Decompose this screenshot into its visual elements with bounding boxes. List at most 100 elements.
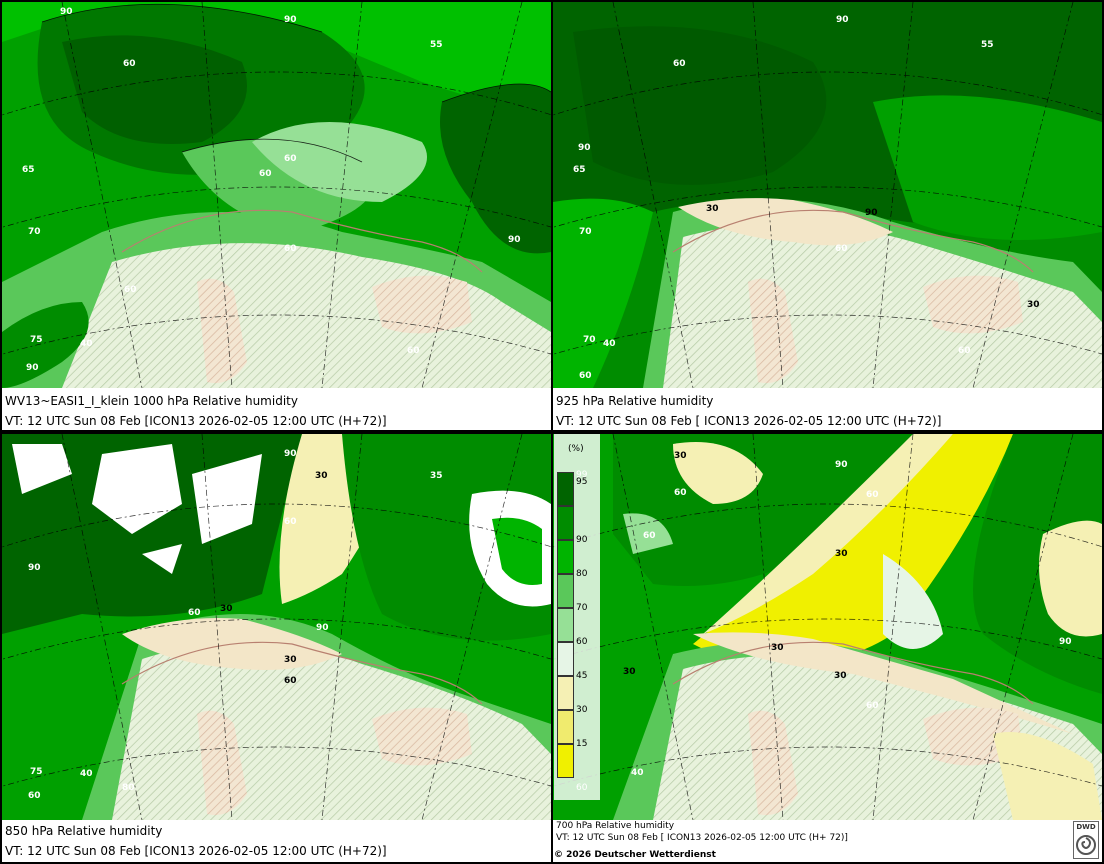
contour-label: 90 (578, 143, 591, 153)
contour-label: 75 (30, 335, 43, 345)
panel-850hpa: 90 30 35 90 60 60 30 90 30 60 75 40 80 6… (2, 434, 551, 862)
contour-label: 70 (28, 227, 41, 237)
contour-label: 60 (284, 517, 297, 527)
contour-label: 90 (508, 235, 521, 245)
contour-label: 55 (430, 40, 443, 50)
legend-tick-label: 45 (576, 671, 588, 681)
legend-tick-label: 70 (576, 603, 588, 613)
contour-label: 60 (643, 531, 656, 541)
caption-title: 700 hPa Relative humidity (556, 821, 675, 831)
humidity-legend: (%) 99 95 90 80 70 60 45 30 15 60 (554, 434, 600, 800)
contour-label: 90 (316, 623, 329, 633)
contour-label: 30 (623, 667, 636, 677)
contour-label: 30 (1027, 300, 1040, 310)
dwd-logo: DWD (1073, 821, 1099, 859)
caption-valid-time: VT: 12 UTC Sun 08 Feb [ ICON13 2026-02-0… (556, 833, 848, 843)
contour-label: 30 (771, 643, 784, 653)
legend-tick-label: 15 (576, 739, 588, 749)
contour-label: 90 (836, 15, 849, 25)
contour-label: 30 (834, 671, 847, 681)
legend-swatch (557, 506, 574, 540)
contour-label: 60 (674, 488, 687, 498)
legend-tick-label: 60 (576, 637, 588, 647)
contour-label: 60 (835, 244, 848, 254)
copyright-text: © 2026 Deutscher Wetterdienst (554, 850, 716, 860)
legend-bottom-label: 60 (576, 783, 588, 793)
legend-tick-label: 95 (576, 477, 588, 487)
contour-label: 30 (284, 655, 297, 665)
legend-tick-label: 90 (576, 535, 588, 545)
contour-label: 60 (673, 59, 686, 69)
map-1000hpa: 90 90 60 55 60 60 65 70 60 90 60 75 90 6… (2, 2, 551, 388)
legend-swatch (557, 744, 574, 778)
caption-valid-time: VT: 12 UTC Sun 08 Feb [ ICON13 2026-02-0… (556, 414, 942, 428)
map-850hpa-svg: 90 30 35 90 60 60 30 90 30 60 75 40 80 6… (2, 434, 551, 820)
caption-title: 925 hPa Relative humidity (556, 394, 714, 408)
contour-label: 65 (573, 165, 586, 175)
contour-label: 55 (981, 40, 994, 50)
contour-label: 60 (188, 608, 201, 618)
legend-swatch (557, 608, 574, 642)
contour-label: 60 (284, 154, 297, 164)
dwd-swirl-icon (1076, 835, 1096, 855)
panel-1000hpa: 90 90 60 55 60 60 65 70 60 90 60 75 90 6… (2, 2, 551, 430)
contour-label: 65 (22, 165, 35, 175)
map-700hpa: 30 60 60 90 60 30 30 30 90 30 60 40 (553, 434, 1102, 820)
caption-700hpa: 700 hPa Relative humidity VT: 12 UTC Sun… (553, 820, 1102, 862)
legend-tick-label: 80 (576, 569, 588, 579)
contour-label: 40 (80, 769, 93, 779)
caption-1000hpa: WV13~EASI1_I_klein 1000 hPa Relative hum… (2, 388, 551, 430)
map-850hpa: 90 30 35 90 60 60 30 90 30 60 75 40 80 6… (2, 434, 551, 820)
contour-label: 90 (28, 563, 41, 573)
contour-labels: 90 60 55 90 65 30 90 70 60 30 40 60 60 7… (573, 15, 1040, 381)
contour-label: 60 (123, 59, 136, 69)
caption-valid-time: VT: 12 UTC Sun 08 Feb [ICON13 2026-02-05… (5, 414, 387, 428)
contour-label: 40 (603, 339, 616, 349)
contour-label: 60 (866, 701, 879, 711)
legend-tick-label: 30 (576, 705, 588, 715)
caption-title: WV13~EASI1_I_klein 1000 hPa Relative hum… (5, 394, 298, 408)
contour-label: 30 (674, 451, 687, 461)
caption-925hpa: 925 hPa Relative humidity VT: 12 UTC Sun… (553, 388, 1102, 430)
legend-top-label: 99 (576, 470, 588, 480)
contour-label: 90 (284, 449, 297, 459)
contour-label: 35 (430, 471, 443, 481)
contour-label: 30 (315, 471, 328, 481)
contour-label: 60 (866, 490, 879, 500)
legend-swatch (557, 472, 574, 506)
contour-label: 40 (631, 768, 644, 778)
map-1000hpa-svg: 90 90 60 55 60 60 65 70 60 90 60 75 90 6… (2, 2, 551, 388)
contour-label: 75 (30, 767, 43, 777)
contour-label: 90 (1059, 637, 1072, 647)
legend-swatch (557, 676, 574, 710)
contour-label: 60 (284, 676, 297, 686)
dwd-logo-text: DWD (1076, 823, 1096, 831)
contour-label: 60 (28, 791, 41, 801)
caption-title: 850 hPa Relative humidity (5, 824, 163, 838)
contour-label: 60 (579, 371, 592, 381)
contour-label: 90 (26, 363, 39, 373)
legend-swatch (557, 710, 574, 744)
contour-label: 80 (122, 783, 135, 793)
caption-valid-time: VT: 12 UTC Sun 08 Feb [ICON13 2026-02-05… (5, 844, 387, 858)
legend-unit: (%) (568, 444, 584, 454)
contour-label: 90 (284, 15, 297, 25)
legend-swatch (557, 540, 574, 574)
contour-labels: 90 90 60 55 60 60 65 70 60 90 60 75 90 6… (22, 7, 521, 373)
contour-label: 90 (865, 208, 878, 218)
contour-label: 70 (583, 335, 596, 345)
caption-850hpa: 850 hPa Relative humidity VT: 12 UTC Sun… (2, 820, 551, 862)
contour-label: 40 (80, 339, 93, 349)
contour-label: 60 (124, 285, 137, 295)
contour-label: 90 (60, 7, 73, 17)
contour-label: 60 (958, 346, 971, 356)
contour-label: 60 (407, 346, 420, 356)
contour-label: 90 (835, 460, 848, 470)
contour-label: 60 (284, 244, 297, 254)
map-925hpa: 90 60 55 90 65 30 90 70 60 30 40 60 60 7… (553, 2, 1102, 388)
contour-labels: 30 60 60 90 60 30 30 30 90 30 60 40 (623, 451, 1072, 778)
contour-label: 30 (835, 549, 848, 559)
contour-labels: 90 30 35 90 60 60 30 90 30 60 75 40 80 6… (28, 449, 443, 801)
contour-label: 30 (706, 204, 719, 214)
map-700hpa-svg: 30 60 60 90 60 30 30 30 90 30 60 40 (553, 434, 1102, 820)
